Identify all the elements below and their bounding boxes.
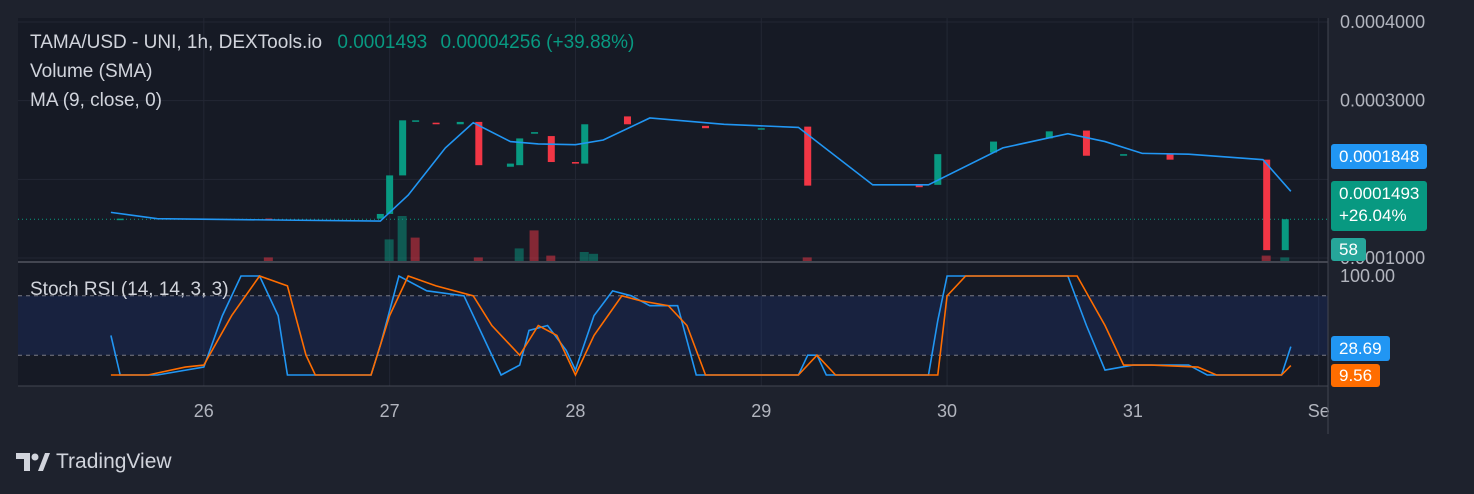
time-tick-label: 28 [565,401,585,421]
price-tick-label: 0.0003000 [1340,91,1425,111]
volume-bar [397,216,407,261]
legend-volume[interactable]: Volume (SMA) [30,61,152,83]
price-change: 0.00004256 (+39.88%) [440,32,635,53]
candle [623,116,631,125]
volume-bar [589,253,599,261]
volume-label: Volume (SMA) [30,61,153,82]
candle [571,162,579,164]
volume-tag: 58 [1331,238,1366,261]
volume-bar [473,257,483,261]
last-price: 0.0001493 [337,32,428,53]
candle [1045,131,1053,139]
last-price-tag: 0.0001493 +26.04% [1331,181,1428,231]
stoch-k-tag: 28.69 [1331,336,1390,361]
candle [116,218,124,221]
last-price-tag-value: 0.0001493 [1339,184,1420,203]
candle [376,213,384,219]
candle [531,132,539,134]
tradingview-logo-icon [16,453,50,471]
time-axis-area[interactable] [18,386,1328,434]
brand-name: TradingView [56,450,172,473]
last-price-tag-change: +26.04% [1339,206,1407,225]
candle [1120,154,1128,156]
candle [412,120,420,122]
stoch-pane[interactable] [18,263,1328,386]
volume-bar [546,255,556,261]
candle [475,121,483,166]
symbol-label[interactable]: TAMA/USD - UNI, 1h, DEXTools.io [30,32,323,53]
candle [516,138,524,166]
volume-bar [263,257,273,261]
volume-bar [579,252,589,261]
candle [456,121,464,125]
candle [702,125,710,129]
volume-bar [384,239,394,261]
stoch-d-tag: 9.56 [1331,364,1381,387]
volume-bar [1261,255,1271,261]
price-pane[interactable] [18,18,1328,261]
ma-polyline [110,117,1292,222]
stoch-label: Stoch RSI (14, 14, 3, 3) [30,279,229,300]
time-tick-label: Se [1308,401,1330,421]
candle [386,175,394,214]
volume-bars [263,216,1290,261]
moving-average-line [110,117,1292,222]
candle [915,184,923,188]
ma-label: MA (9, close, 0) [30,90,162,111]
stoch-rsi-lines [110,274,1292,377]
candle [432,122,440,125]
volume-bar [410,237,420,261]
candle [506,163,514,167]
volume-bar [802,257,812,261]
candle [399,120,407,176]
time-tick-label: 31 [1123,401,1143,421]
ma-price-tag: 0.0001848 [1331,144,1428,169]
candle [547,136,555,163]
candle [990,141,998,153]
legend-stoch[interactable]: Stoch RSI (14, 14, 3, 3) [30,279,229,301]
candle [1281,219,1289,251]
volume-bar [1280,257,1290,261]
candle [934,154,942,185]
volume-bar [529,230,539,261]
time-tick-label: 30 [937,401,957,421]
candle [1166,154,1174,160]
candle [1082,130,1090,156]
stoch-line-k [110,274,1292,377]
legend-ma[interactable]: MA (9, close, 0) [30,90,162,112]
time-tick-label: 26 [194,401,214,421]
time-tick-label: 27 [380,401,400,421]
stoch-line-d [110,275,1292,377]
legend-symbol-row: TAMA/USD - UNI, 1h, DEXTools.io 0.000149… [30,32,634,54]
time-tick-label: 29 [751,401,771,421]
candle [804,126,812,186]
stoch-tick-label: 100.00 [1340,266,1395,286]
candle [757,128,765,130]
branding-footer[interactable]: TradingView [16,450,172,474]
price-tick-label: 0.0004000 [1340,12,1425,32]
candle [1263,159,1271,251]
volume-bar [514,248,524,261]
